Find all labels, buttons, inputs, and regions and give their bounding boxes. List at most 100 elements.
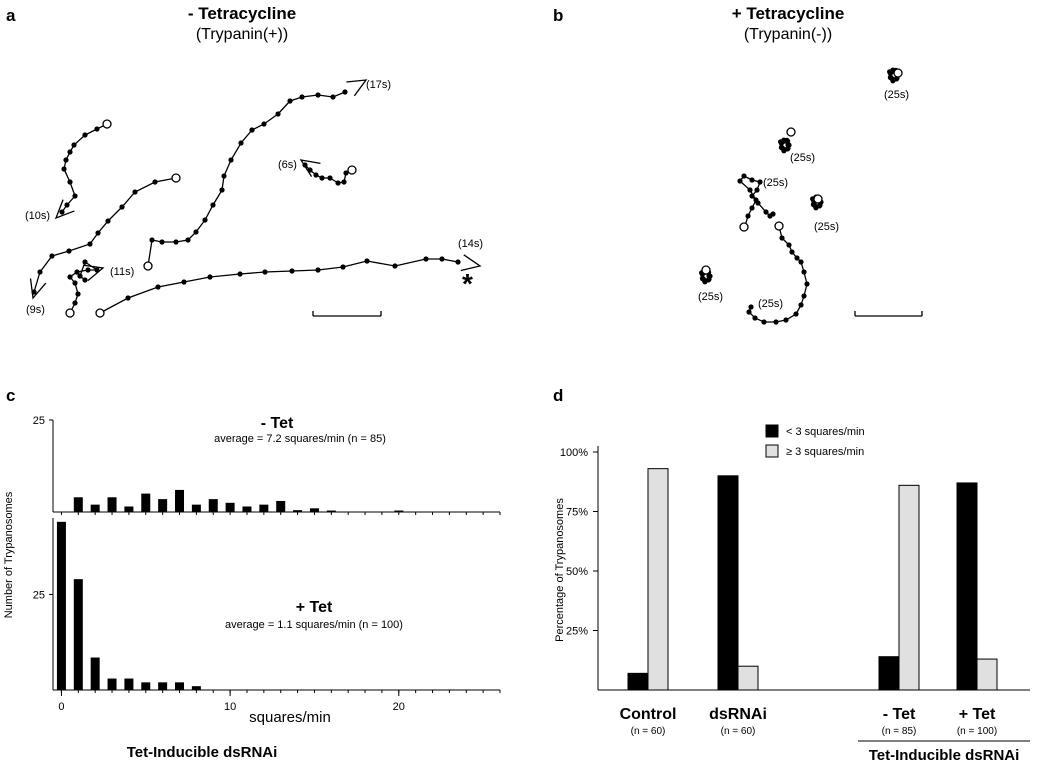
track-17s-dot (159, 239, 165, 245)
panel-b-title: + Tetracycline (732, 4, 845, 23)
loop-track-dot (749, 205, 755, 211)
long-track-dot (761, 319, 767, 325)
bottom-bar (191, 686, 201, 690)
track-14s-dot (262, 269, 268, 275)
pct-y-tick-label: 75% (566, 507, 588, 519)
track-10s-dot (61, 166, 67, 172)
bottom-y-tick-label: 25 (33, 589, 45, 601)
track-17s-dot (287, 98, 293, 104)
bottom-x-tick-label: 20 (393, 701, 405, 713)
track-9s-path (33, 177, 177, 293)
top-hist-average: average = 7.2 squares/min (n = 85) (214, 433, 386, 445)
track-9s-dot (37, 269, 43, 275)
track-9s-dot (105, 218, 111, 224)
track-11s-dot (85, 267, 91, 273)
panel-letter-c: c (6, 386, 15, 405)
track-11s-arrow (83, 264, 105, 282)
track-11s-dot (67, 274, 73, 280)
track-14s-dot (237, 271, 243, 277)
track-label-25s-1: (25s) (884, 89, 909, 101)
long-track-dot (801, 293, 807, 299)
panel-b-dots (699, 67, 903, 325)
blob-4-dot (699, 275, 706, 282)
bottom-bar (107, 678, 117, 690)
panel-b-tracks (699, 68, 900, 323)
track-14s-dot (155, 284, 161, 290)
track-label-9s: (9s) (26, 304, 45, 316)
long-track-dot (752, 315, 758, 321)
blob-4-start (701, 265, 711, 275)
track-10s-dot (63, 157, 69, 163)
long-track-dot (801, 269, 807, 275)
pct-bar (956, 482, 978, 691)
track-10s-dot (64, 202, 70, 208)
blob-2-dot (785, 138, 791, 144)
track-14s-dot (392, 263, 398, 269)
long-track-dot (804, 281, 810, 287)
track-6s-dot (341, 179, 347, 185)
track-14s-dot (181, 279, 187, 285)
top-bar (293, 510, 303, 512)
track-14s-dot (364, 258, 370, 264)
track-17s-dot (249, 127, 255, 133)
track-9s-dot (49, 253, 55, 259)
panel-a-subtitle: (Trypanin(+)) (196, 26, 288, 43)
legend-swatch (765, 424, 779, 438)
panel-letter-d: d (553, 386, 563, 405)
top-bar (242, 506, 252, 512)
pct-category-label: + Tet (959, 706, 996, 723)
pct-bar (976, 658, 998, 691)
track-6s-dot (343, 170, 349, 176)
top-bar (326, 510, 336, 512)
top-bar (141, 493, 151, 512)
top-bar (225, 502, 235, 512)
top-bar (107, 497, 117, 512)
track-label-10s: (10s) (25, 210, 50, 222)
pct-category-label: dsRNAi (709, 706, 767, 723)
track-10s-dot (82, 132, 88, 138)
track-10s-dot (94, 126, 100, 132)
pct-y-tick-label: 50% (566, 566, 588, 578)
panel-b-subtitle: (Trypanin(-)) (744, 26, 832, 43)
loop-track-dot (745, 213, 751, 219)
bottom-hist-average: average = 1.1 squares/min (n = 100) (225, 619, 403, 631)
loop-track-dot (741, 173, 747, 179)
panel-d-footer: Tet-Inducible dsRNAi (869, 747, 1020, 764)
track-17s-dot (342, 89, 348, 95)
track-11s-dot (74, 269, 80, 275)
long-track-dot (798, 302, 804, 308)
track-6s-dot (313, 172, 319, 178)
x-axis-label: squares/min (249, 709, 331, 726)
track-10s-dot (72, 193, 78, 199)
track-10s-dot (67, 179, 73, 185)
track-11s-dot (72, 280, 78, 286)
panel-a-tracks (29, 79, 482, 314)
pct-y-tick-label: 25% (566, 626, 588, 638)
bottom-x-tick-label: 0 (58, 701, 64, 713)
blob-2-start (786, 127, 796, 137)
loop-track-dot (749, 193, 755, 199)
track-14s-start (95, 308, 105, 318)
top-bar (309, 508, 319, 512)
pct-bar (647, 468, 669, 691)
track-17s-dot (261, 121, 267, 127)
track-label-25s-4: (25s) (814, 221, 839, 233)
track-17s-dot (221, 173, 227, 179)
loop-track-dot (747, 187, 753, 193)
track-11s-dot (94, 267, 100, 273)
blob-1-dot (887, 74, 894, 81)
track-9s-dot (119, 204, 125, 210)
pct-bar (898, 484, 920, 691)
track-9s-dot (152, 179, 158, 185)
pct-category-n: (n = 60) (631, 726, 666, 737)
pct-category-label: Control (620, 706, 677, 723)
scale-bar-b (854, 311, 923, 317)
panel-letter-b: b (553, 6, 563, 25)
long-track-dot (748, 304, 754, 310)
long-track-dot (794, 255, 800, 261)
top-bar (259, 504, 269, 512)
scale-bar-a (312, 311, 382, 317)
long-track-dot (786, 242, 792, 248)
pct-category-n: (n = 85) (882, 726, 917, 737)
track-label-14s: (14s) (458, 238, 483, 250)
